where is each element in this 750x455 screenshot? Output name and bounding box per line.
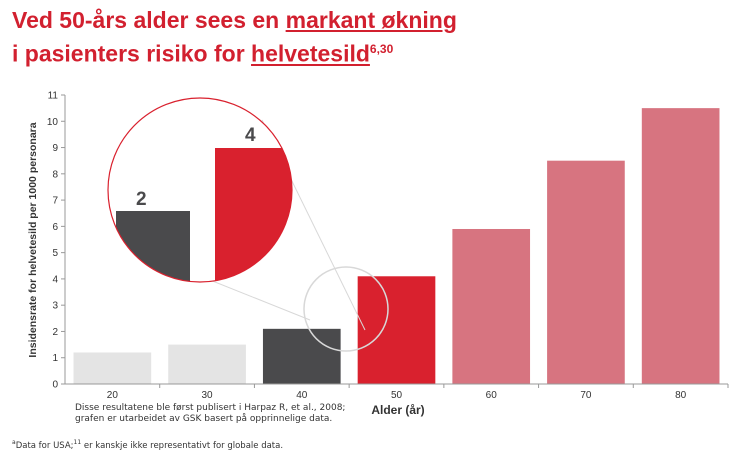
x-tick-label-80: 80 bbox=[675, 390, 687, 401]
title-line2-underlined: helvetesild bbox=[251, 40, 370, 67]
title-line1-underlined: markant økning bbox=[285, 7, 457, 33]
zoom-callout: 2 4 bbox=[107, 97, 389, 352]
bar-50 bbox=[357, 276, 436, 384]
footnote-mark: a bbox=[12, 439, 16, 446]
callout-magnifier-circle bbox=[107, 97, 293, 283]
y-tick-label: 2 bbox=[52, 327, 58, 338]
x-tick-label-60: 60 bbox=[486, 390, 498, 401]
title-reference: 6,30 bbox=[369, 42, 394, 56]
y-tick-label: 11 bbox=[48, 91, 59, 102]
x-axis-ticks: 20 30 40 50 60 70 80 bbox=[107, 384, 729, 401]
footnote-reference: 11 bbox=[73, 439, 82, 446]
callout-connector-lower bbox=[209, 279, 311, 321]
y-axis-label: Insidensrate for helvetesild per 1000 pe… bbox=[27, 122, 39, 357]
x-tick-label-40: 40 bbox=[296, 390, 308, 401]
footnote-text: Data for USA; bbox=[15, 440, 74, 451]
y-tick-label: 4 bbox=[52, 274, 58, 285]
y-tick-label: 6 bbox=[52, 222, 58, 233]
y-tick-label: 8 bbox=[52, 169, 58, 180]
callout-label-left: 2 bbox=[136, 189, 147, 210]
bar-70 bbox=[547, 160, 625, 384]
y-tick-label: 7 bbox=[52, 196, 58, 207]
footnote: aData for USA;11 er kanskje ikke represe… bbox=[12, 439, 283, 451]
x-tick-label-50: 50 bbox=[391, 390, 403, 401]
callout-bar-left bbox=[116, 211, 190, 282]
y-tick-label: 3 bbox=[52, 301, 58, 312]
callout-source-circle bbox=[303, 266, 389, 352]
x-axis-label: Alder (år) bbox=[371, 403, 424, 417]
y-tick-label: 0 bbox=[52, 380, 58, 391]
x-tick-label-20: 20 bbox=[107, 390, 119, 401]
bar-20 bbox=[73, 352, 152, 384]
y-axis-ticks: 0 1 2 3 4 5 6 7 8 9 10 11 bbox=[47, 91, 65, 391]
footnote-text-end: er kanskje ikke representativt for globa… bbox=[81, 440, 284, 451]
bars bbox=[73, 108, 720, 385]
title-line2-text: i pasienters risiko for bbox=[12, 40, 252, 67]
bar-80 bbox=[641, 108, 720, 385]
bar-40 bbox=[262, 328, 341, 384]
y-tick-label: 9 bbox=[52, 143, 58, 154]
source-note: Disse resultatene ble først publisert i … bbox=[75, 403, 346, 424]
callout-bar-right bbox=[215, 148, 292, 282]
y-tick-label: 10 bbox=[47, 117, 59, 128]
y-tick-label: 5 bbox=[52, 248, 58, 259]
x-tick-label-30: 30 bbox=[202, 390, 214, 401]
bar-30 bbox=[168, 344, 246, 384]
callout-label-right: 4 bbox=[245, 125, 256, 146]
y-tick-label: 1 bbox=[52, 353, 58, 364]
x-tick-label-70: 70 bbox=[580, 390, 592, 401]
chart-title: Ved 50-års alder sees en markant økning … bbox=[12, 6, 457, 69]
title-line1-text: Ved 50-års alder sees en bbox=[12, 7, 286, 33]
bar-60 bbox=[452, 228, 531, 384]
